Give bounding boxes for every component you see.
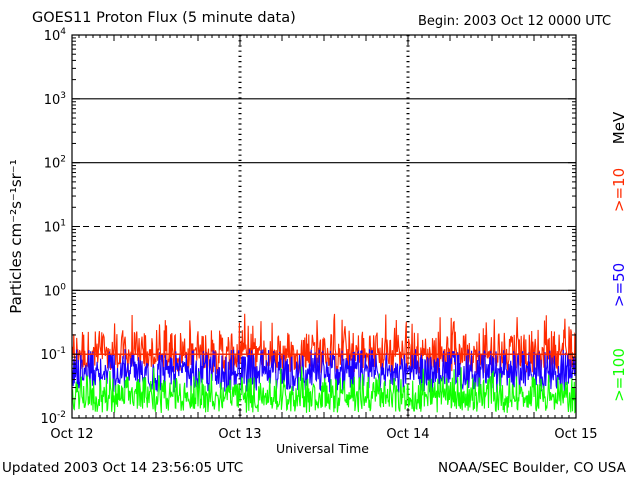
chart-title: GOES11 Proton Flux (5 minute data) xyxy=(32,10,296,26)
begin-time-label: Begin: 2003 Oct 12 0000 UTC xyxy=(418,14,612,29)
x-tick-label: Oct 12 xyxy=(50,427,93,442)
axis-tick-labels: 10-2 10-1 100 101 102 103 104 Oct 12 Oct 13 Oct 1… xyxy=(7,27,598,442)
legend-gt10: >=10 xyxy=(610,168,628,212)
y-tick-label: 101 xyxy=(44,219,66,236)
credit-label: NOAA/SEC Boulder, CO USA xyxy=(438,460,626,476)
x-tick-label: Oct 15 xyxy=(554,427,597,442)
legend-gt50: >=50 xyxy=(610,263,628,307)
y-tick-label: 104 xyxy=(44,27,67,44)
x-axis-label: Universal Time xyxy=(276,441,369,456)
y-tick-label: 10-2 xyxy=(40,410,66,427)
updated-timestamp: Updated 2003 Oct 14 23:56:05 UTC xyxy=(2,460,244,476)
legend: MeV >=10 >=50 >=100 xyxy=(610,111,628,402)
x-tick-label: Oct 13 xyxy=(218,427,261,442)
axis-ticks xyxy=(71,34,577,419)
legend-gt100: >=100 xyxy=(610,348,628,402)
series-lines xyxy=(71,313,577,414)
series-line-gt100 xyxy=(71,366,577,414)
y-tick-label: 103 xyxy=(44,91,66,108)
y-tick-label: 102 xyxy=(44,155,66,172)
y-axis-label: Particles cm⁻²s⁻¹sr⁻¹ xyxy=(7,159,25,313)
y-tick-label: 100 xyxy=(44,282,67,299)
x-tick-label: Oct 14 xyxy=(386,427,429,442)
y-tick-label: 10-1 xyxy=(40,346,66,363)
legend-unit-mev: MeV xyxy=(610,111,628,144)
